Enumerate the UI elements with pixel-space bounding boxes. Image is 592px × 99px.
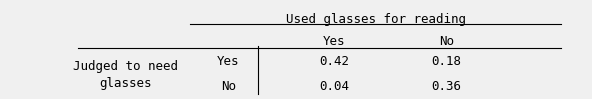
Text: Yes: Yes xyxy=(217,55,240,68)
Text: Yes: Yes xyxy=(323,35,346,48)
Text: No: No xyxy=(439,35,453,48)
Text: Used glasses for reading: Used glasses for reading xyxy=(285,13,465,26)
Text: 0.36: 0.36 xyxy=(431,80,461,93)
Text: No: No xyxy=(221,80,236,93)
Text: 0.18: 0.18 xyxy=(431,55,461,68)
Text: 0.04: 0.04 xyxy=(319,80,349,93)
Text: 0.42: 0.42 xyxy=(319,55,349,68)
Text: Judged to need: Judged to need xyxy=(73,60,178,73)
Text: glasses: glasses xyxy=(99,77,152,90)
